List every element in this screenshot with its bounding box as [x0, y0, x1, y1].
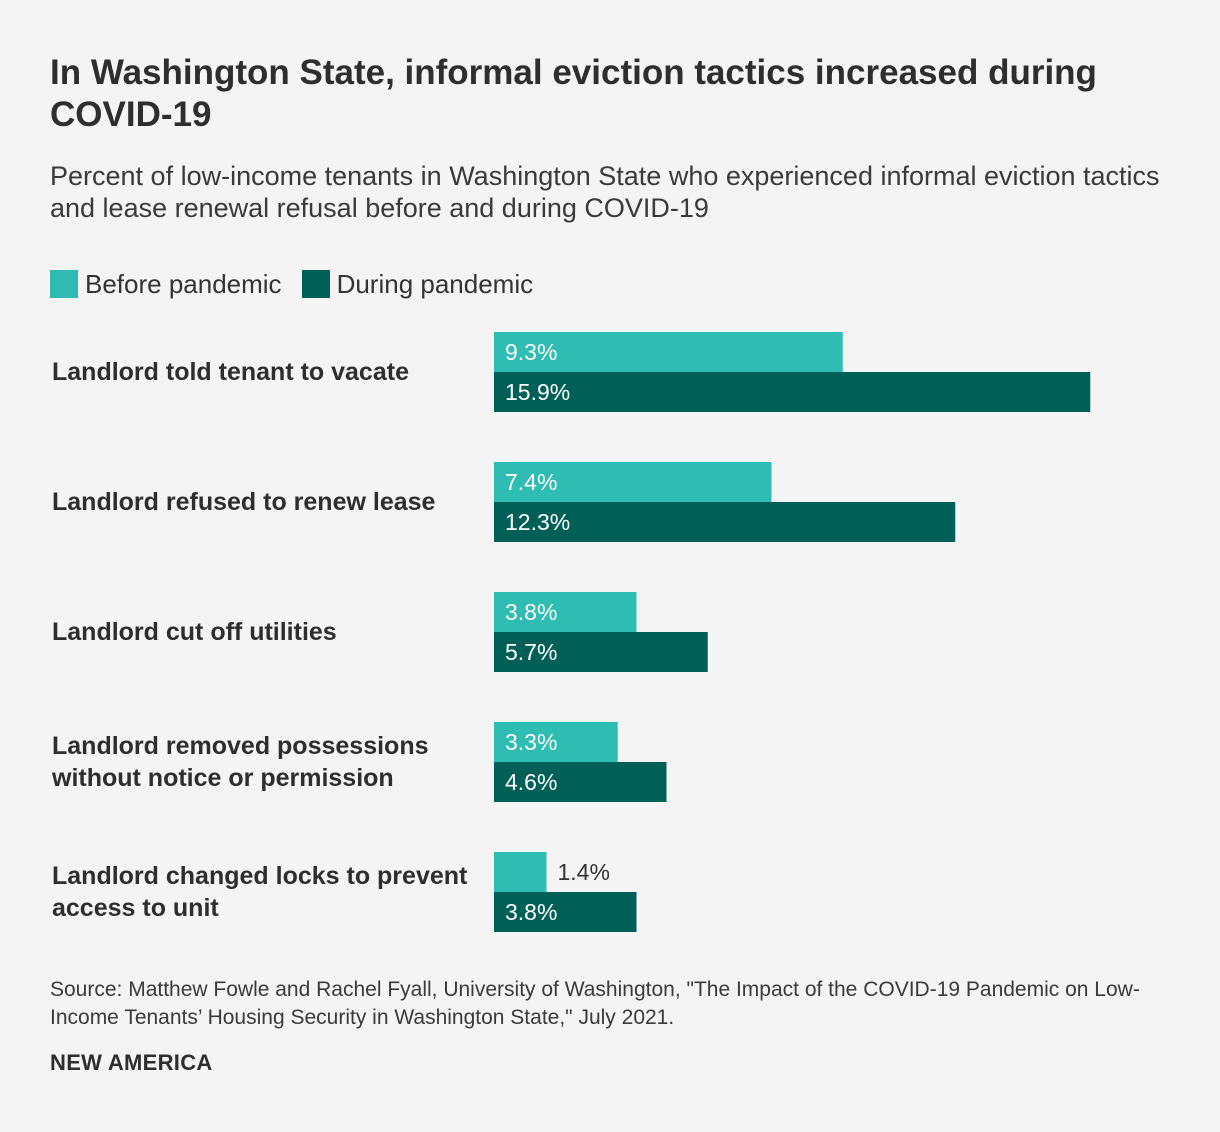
bar-before	[494, 722, 618, 762]
legend-swatch-before	[50, 270, 78, 298]
chart-title: In Washington State, informal eviction t…	[50, 53, 1097, 134]
chart-subtitle: Percent of low-income tenants in Washing…	[50, 161, 1160, 223]
data-label-before: 1.4%	[558, 859, 610, 885]
bar-during	[494, 372, 1091, 412]
legend-item-during: During pandemic	[301, 268, 534, 300]
data-label-during: 12.3%	[505, 509, 570, 535]
category-label: Landlord told tenant to vacate	[52, 358, 409, 386]
data-label-during: 15.9%	[505, 379, 570, 405]
data-label-before: 3.3%	[505, 729, 557, 755]
category-label: Landlord refused to renew lease	[52, 488, 436, 516]
legend-item-before: Before pandemic	[50, 269, 282, 300]
bar-chart: Landlord told tenant to vacate 9.3% 15.9% L…	[51, 332, 1091, 932]
bar-before	[494, 332, 843, 372]
source-note: Source: Matthew Fowle and Rachel Fyall, …	[50, 978, 1140, 1029]
bar-during	[494, 632, 708, 672]
bar-before	[494, 592, 637, 632]
bar-during	[494, 762, 667, 802]
category-label: Landlord removed possessions without noti…	[51, 732, 429, 792]
data-label-before: 9.3%	[505, 339, 557, 365]
data-label-during: 5.7%	[505, 639, 557, 665]
legend-label-before: Before pandemic	[85, 268, 282, 299]
legend: Before pandemic During pandemic	[50, 268, 553, 300]
bar-during	[494, 502, 956, 542]
legend-swatch-during	[301, 270, 330, 298]
category-label: Landlord changed locks to prevent access …	[52, 862, 468, 922]
brand-logo-text: NEW AMERICA	[50, 1050, 213, 1075]
bar-before	[494, 462, 772, 502]
data-label-during: 3.8%	[505, 899, 557, 925]
bar-during	[494, 892, 637, 932]
bar-before	[494, 852, 547, 892]
data-label-during: 4.6%	[505, 769, 557, 795]
category-label: Landlord cut off utilities	[52, 618, 337, 646]
data-label-before: 3.8%	[505, 599, 557, 625]
data-label-before: 7.4%	[505, 469, 557, 495]
legend-label-during: During pandemic	[336, 268, 534, 299]
